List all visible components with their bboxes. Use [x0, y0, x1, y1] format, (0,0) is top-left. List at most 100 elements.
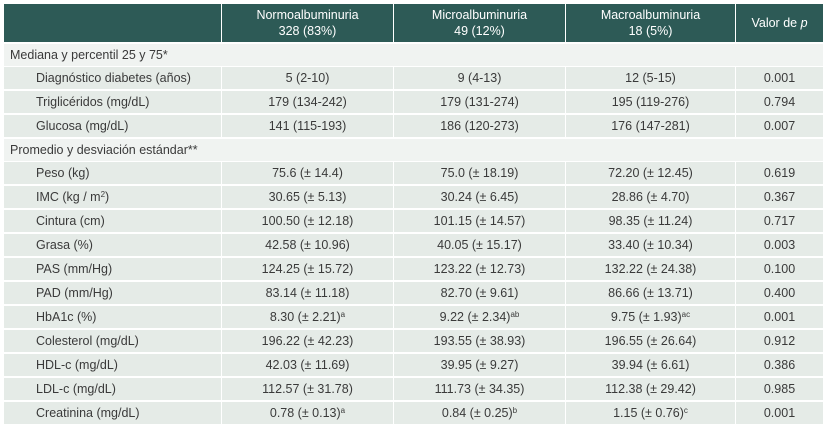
- macro-value-text: 28.86 (± 4.70): [611, 190, 690, 204]
- micro-value-superscript: ab: [510, 310, 520, 319]
- macro-value-text: 12 (5-15): [625, 71, 676, 85]
- p-value-text: 0.001: [763, 71, 796, 85]
- normo-value: 196.22 (± 42.23): [221, 328, 394, 354]
- section-row-median: Mediana y percentil 25 y 75*: [3, 42, 824, 67]
- table-row: Grasa (%) 42.58 (± 10.96) 40.05 (± 15.17) 3…: [3, 232, 824, 258]
- normo-value: 42.03 (± 11.69): [221, 352, 394, 378]
- row-label: Peso (kg): [3, 161, 222, 186]
- row-label: PAD (mm/Hg): [3, 280, 222, 306]
- micro-value-text: 9 (4-13): [457, 71, 502, 85]
- table-body-2: Promedio y desviación estándar** Peso (k…: [3, 137, 824, 426]
- table-row: PAS (mm/Hg) 124.25 (± 15.72) 123.22 (± 12.…: [3, 256, 824, 282]
- micro-value-text: 179 (131-274): [440, 95, 519, 109]
- normo-value-text: 179 (134-242): [268, 95, 347, 109]
- micro-value-text: 40.05 (± 15.17): [437, 238, 522, 252]
- macro-value: 33.40 (± 10.34): [565, 232, 736, 258]
- micro-value: 123.22 (± 12.73): [393, 256, 566, 282]
- macro-value: 72.20 (± 12.45): [565, 161, 736, 186]
- normo-value-text: 5 (2-10): [285, 71, 330, 85]
- table-row: Peso (kg) 75.6 (± 14.4) 75.0 (± 18.19) 72.2…: [3, 161, 824, 186]
- p-value-text: 0.003: [763, 238, 796, 252]
- macro-value: 1.15 (± 0.76)c: [565, 400, 736, 426]
- macro-value: 196.55 (± 26.64): [565, 328, 736, 354]
- row-label-text: HbA1c (%): [36, 310, 97, 324]
- normo-value: 30.65 (± 5.13): [221, 184, 394, 210]
- normo-value: 124.25 (± 15.72): [221, 256, 394, 282]
- row-label-text: IMC (kg / m: [36, 190, 101, 204]
- normo-value-text: 0.78 (± 0.13): [269, 406, 341, 420]
- micro-value: 75.0 (± 18.19): [393, 161, 566, 186]
- macro-value-superscript: c: [683, 406, 688, 415]
- row-label-text: HDL-c (mg/dL): [36, 358, 118, 372]
- table-row: Cintura (cm) 100.50 (± 12.18) 101.15 (± 14…: [3, 208, 824, 234]
- table-row: Diagnóstico diabetes (años) 5 (2-10) 9 (4-…: [3, 66, 824, 91]
- macro-value-superscript: ac: [681, 310, 691, 319]
- macro-value-text: 132.22 (± 24.38): [604, 262, 697, 276]
- row-label: Grasa (%): [3, 232, 222, 258]
- normo-value: 112.57 (± 31.78): [221, 376, 394, 402]
- normo-value-text: 30.65 (± 5.13): [268, 190, 347, 204]
- p-value-text: 0.386: [763, 358, 796, 372]
- normo-value: 0.78 (± 0.13)a: [221, 400, 394, 426]
- macro-value-text: 98.35 (± 11.24): [608, 214, 693, 228]
- row-label-text: Grasa (%): [36, 238, 93, 252]
- micro-value: 101.15 (± 14.57): [393, 208, 566, 234]
- p-value-text: 0.619: [763, 166, 796, 180]
- macro-value-text: 176 (147-281): [611, 119, 690, 133]
- row-label-text: Colesterol (mg/dL): [36, 334, 139, 348]
- p-value-text: 0.400: [763, 286, 796, 300]
- p-value-text: 0.001: [763, 406, 796, 420]
- row-label: HbA1c (%): [3, 304, 222, 330]
- row-label-text: Glucosa (mg/dL): [36, 119, 129, 133]
- normo-value-text: 8.30 (± 2.21): [269, 310, 341, 324]
- row-label: Glucosa (mg/dL): [3, 113, 222, 139]
- header-p-italic: p: [800, 16, 808, 30]
- normo-value: 75.6 (± 14.4): [221, 161, 394, 186]
- header-row: Normoalbuminuria 328 (83%) Microalbuminu…: [3, 3, 824, 44]
- normo-value-text: 42.58 (± 10.96): [265, 238, 350, 252]
- results-table: Normoalbuminuria 328 (83%) Microalbuminu…: [3, 3, 824, 426]
- micro-value: 9 (4-13): [393, 66, 566, 91]
- row-label-text: LDL-c (mg/dL): [36, 382, 116, 396]
- macro-value: 176 (147-281): [565, 113, 736, 139]
- normo-value-text: 124.25 (± 15.72): [261, 262, 354, 276]
- micro-value-text: 30.24 (± 6.45): [440, 190, 519, 204]
- micro-value: 9.22 (± 2.34)ab: [393, 304, 566, 330]
- normo-value: 141 (115-193): [221, 113, 394, 139]
- micro-value-text: 101.15 (± 14.57): [433, 214, 526, 228]
- section-title-median: Mediana y percentil 25 y 75*: [3, 42, 824, 67]
- section-title-mean: Promedio y desviación estándar**: [3, 137, 824, 162]
- row-label: Creatinina (mg/dL): [3, 400, 222, 426]
- table-row: HbA1c (%) 8.30 (± 2.21)a 9.22 (± 2.34)ab 9.…: [3, 304, 824, 330]
- macro-value-text: 86.66 (± 13.71): [608, 286, 693, 300]
- table-row: Colesterol (mg/dL) 196.22 (± 42.23) 193.55…: [3, 328, 824, 354]
- micro-value-text: 186 (120-273): [440, 119, 519, 133]
- normo-value: 42.58 (± 10.96): [221, 232, 394, 258]
- row-label: HDL-c (mg/dL): [3, 352, 222, 378]
- micro-value: 186 (120-273): [393, 113, 566, 139]
- row-label: Colesterol (mg/dL): [3, 328, 222, 354]
- macro-value: 112.38 (± 29.42): [565, 376, 736, 402]
- header-micro-title: Microalbuminuria: [431, 8, 528, 22]
- header-macroalbuminuria: Macroalbuminuria 18 (5%): [565, 3, 736, 44]
- table-row: LDL-c (mg/dL) 112.57 (± 31.78) 111.73 (± 3…: [3, 376, 824, 402]
- normo-value: 8.30 (± 2.21)a: [221, 304, 394, 330]
- macro-value: 86.66 (± 13.71): [565, 280, 736, 306]
- macro-value-text: 1.15 (± 0.76): [613, 406, 684, 420]
- row-label: Diagnóstico diabetes (años): [3, 66, 222, 91]
- row-label: Cintura (cm): [3, 208, 222, 234]
- macro-value: 9.75 (± 1.93)ac: [565, 304, 736, 330]
- table-row: Triglicéridos (mg/dL) 179 (134-242) 179 (1…: [3, 89, 824, 115]
- table-row: Glucosa (mg/dL) 141 (115-193) 186 (120-273…: [3, 113, 824, 139]
- normo-value-text: 196.22 (± 42.23): [261, 334, 354, 348]
- normo-value-text: 75.6 (± 14.4): [272, 166, 343, 180]
- macro-value: 12 (5-15): [565, 66, 736, 91]
- p-value: 0.985: [735, 376, 824, 402]
- macro-value-text: 9.75 (± 1.93): [610, 310, 682, 324]
- normo-value: 179 (134-242): [221, 89, 394, 115]
- row-label-text: PAS (mm/Hg): [36, 262, 113, 276]
- macro-value: 39.94 (± 6.61): [565, 352, 736, 378]
- p-value: 0.794: [735, 89, 824, 115]
- p-value-text: 0.367: [763, 190, 796, 204]
- row-label: PAS (mm/Hg): [3, 256, 222, 282]
